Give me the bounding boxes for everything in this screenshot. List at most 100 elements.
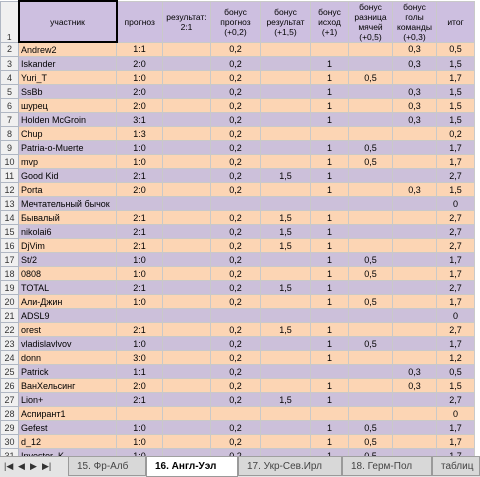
result-cell[interactable] [162, 98, 211, 113]
bonus-ishod-cell[interactable]: 1 [310, 84, 349, 99]
bonus-raznica-cell[interactable] [348, 56, 393, 71]
itog-cell[interactable]: 1,7 [436, 140, 475, 155]
bonus-result-cell[interactable]: 1,5 [260, 322, 311, 337]
bonus-ishod-cell[interactable]: 1 [310, 224, 349, 239]
row-number[interactable]: 18 [0, 266, 19, 281]
bonus-raznica-cell[interactable]: 0,5 [348, 434, 393, 449]
prognoz-cell[interactable]: 1:0 [116, 140, 163, 155]
itog-cell[interactable]: 1,5 [436, 182, 475, 197]
row-number[interactable]: 22 [0, 322, 19, 337]
header-bonus-goly[interactable]: бонус голы команды (+0,3) [392, 0, 437, 43]
row-number[interactable]: 28 [0, 406, 19, 421]
bonus-goly-cell[interactable] [392, 392, 437, 407]
prognoz-cell[interactable]: 1:0 [116, 266, 163, 281]
bonus-raznica-cell[interactable] [348, 196, 393, 211]
bonus-goly-cell[interactable]: 0,3 [392, 182, 437, 197]
participant-cell[interactable]: Али-Джин [18, 294, 117, 309]
header-result[interactable]: результат: 2:1 [162, 0, 211, 43]
bonus-goly-cell[interactable] [392, 406, 437, 421]
bonus-prognoz-cell[interactable] [210, 406, 261, 421]
participant-cell[interactable]: 0808 [18, 266, 117, 281]
bonus-goly-cell[interactable] [392, 126, 437, 141]
itog-cell[interactable]: 1,7 [436, 420, 475, 435]
bonus-result-cell[interactable]: 1,5 [260, 224, 311, 239]
bonus-prognoz-cell[interactable]: 0,2 [210, 41, 261, 57]
bonus-goly-cell[interactable]: 0,3 [392, 84, 437, 99]
participant-cell[interactable]: Gefest [18, 420, 117, 435]
itog-cell[interactable]: 1,7 [436, 70, 475, 85]
bonus-result-cell[interactable] [260, 378, 311, 393]
row-number[interactable]: 31 [0, 448, 19, 456]
bonus-prognoz-cell[interactable]: 0,2 [210, 350, 261, 365]
bonus-raznica-cell[interactable] [348, 126, 393, 141]
participant-cell[interactable]: d_12 [18, 434, 117, 449]
result-cell[interactable] [162, 336, 211, 351]
first-sheet-icon[interactable]: |◀ [4, 461, 14, 471]
bonus-raznica-cell[interactable] [348, 322, 393, 337]
bonus-ishod-cell[interactable]: 1 [310, 168, 349, 183]
bonus-result-cell[interactable] [260, 98, 311, 113]
itog-cell[interactable]: 1,7 [436, 252, 475, 267]
bonus-prognoz-cell[interactable] [210, 196, 261, 211]
bonus-raznica-cell[interactable]: 0,5 [348, 70, 393, 85]
result-cell[interactable] [162, 70, 211, 85]
bonus-result-cell[interactable] [260, 84, 311, 99]
bonus-result-cell[interactable] [260, 182, 311, 197]
bonus-raznica-cell[interactable] [348, 98, 393, 113]
bonus-result-cell[interactable] [260, 336, 311, 351]
participant-cell[interactable]: DjVim [18, 238, 117, 253]
participant-cell[interactable]: TOTAL [18, 280, 117, 295]
bonus-ishod-cell[interactable]: 1 [310, 56, 349, 71]
result-cell[interactable] [162, 210, 211, 225]
bonus-ishod-cell[interactable]: 1 [310, 112, 349, 127]
bonus-raznica-cell[interactable]: 0,5 [348, 252, 393, 267]
bonus-ishod-cell[interactable]: 1 [310, 378, 349, 393]
row-number[interactable]: 11 [0, 168, 19, 183]
bonus-raznica-cell[interactable] [348, 112, 393, 127]
participant-cell[interactable]: Holden McGroin [18, 112, 117, 127]
result-cell[interactable] [162, 280, 211, 295]
participant-cell[interactable]: шурец [18, 98, 117, 113]
bonus-ishod-cell[interactable]: 1 [310, 350, 349, 365]
bonus-raznica-cell[interactable]: 0,5 [348, 140, 393, 155]
header-itog[interactable]: итог [436, 0, 475, 43]
tab-sheet-table[interactable]: таблиц [432, 457, 480, 476]
bonus-goly-cell[interactable]: 0,3 [392, 364, 437, 379]
bonus-raznica-cell[interactable] [348, 406, 393, 421]
bonus-prognoz-cell[interactable]: 0,2 [210, 224, 261, 239]
bonus-ishod-cell[interactable]: 1 [310, 252, 349, 267]
row-number[interactable]: 10 [0, 154, 19, 169]
bonus-result-cell[interactable] [260, 112, 311, 127]
participant-cell[interactable]: donn [18, 350, 117, 365]
row-number[interactable]: 21 [0, 308, 19, 323]
itog-cell[interactable]: 1,5 [436, 98, 475, 113]
itog-cell[interactable]: 1,5 [436, 112, 475, 127]
itog-cell[interactable]: 1,7 [436, 434, 475, 449]
result-cell[interactable] [162, 168, 211, 183]
itog-cell[interactable]: 2,7 [436, 392, 475, 407]
itog-cell[interactable]: 1,7 [436, 448, 475, 456]
result-cell[interactable] [162, 196, 211, 211]
bonus-ishod-cell[interactable]: 1 [310, 210, 349, 225]
row-number[interactable]: 27 [0, 392, 19, 407]
itog-cell[interactable]: 1,5 [436, 378, 475, 393]
row-number[interactable]: 7 [0, 112, 19, 127]
bonus-ishod-cell[interactable]: 1 [310, 280, 349, 295]
bonus-goly-cell[interactable] [392, 238, 437, 253]
bonus-raznica-cell[interactable]: 0,5 [348, 448, 393, 456]
bonus-ishod-cell[interactable]: 1 [310, 238, 349, 253]
bonus-goly-cell[interactable] [392, 420, 437, 435]
participant-cell[interactable]: Аспирант1 [18, 406, 117, 421]
bonus-result-cell[interactable] [260, 448, 311, 456]
result-cell[interactable] [162, 56, 211, 71]
participant-cell[interactable]: Lion+ [18, 392, 117, 407]
result-cell[interactable] [162, 308, 211, 323]
bonus-raznica-cell[interactable] [348, 350, 393, 365]
bonus-result-cell[interactable] [260, 154, 311, 169]
bonus-ishod-cell[interactable] [310, 308, 349, 323]
bonus-raznica-cell[interactable] [348, 392, 393, 407]
bonus-ishod-cell[interactable] [310, 364, 349, 379]
result-cell[interactable] [162, 112, 211, 127]
bonus-raznica-cell[interactable]: 0,5 [348, 420, 393, 435]
result-cell[interactable] [162, 224, 211, 239]
